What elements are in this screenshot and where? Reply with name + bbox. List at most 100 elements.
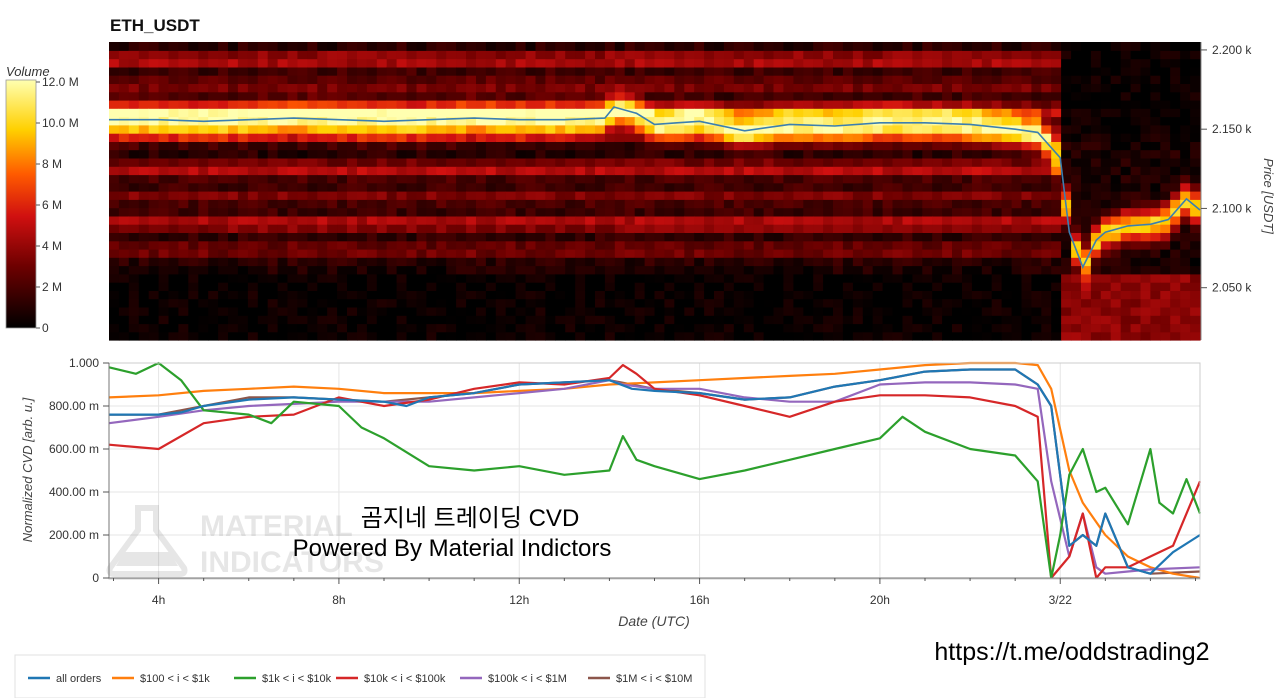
heatmap-cell — [962, 116, 973, 126]
heatmap-cell — [962, 182, 973, 192]
legend-label[interactable]: $100k < i < $1M — [488, 673, 567, 685]
heatmap-cell — [714, 207, 725, 217]
heatmap-cell — [396, 99, 408, 109]
heatmap-cell — [317, 42, 328, 51]
heatmap-cell — [803, 290, 814, 300]
heatmap-cell — [585, 331, 596, 341]
heatmap-cell — [138, 91, 150, 101]
heatmap-cell — [1011, 315, 1023, 325]
heatmap-cell — [396, 282, 408, 291]
legend-label[interactable]: all orders — [56, 673, 102, 685]
heatmap-cell — [803, 133, 814, 142]
heatmap-cell — [218, 199, 229, 209]
heatmap-cell — [664, 133, 675, 142]
heatmap-cell — [327, 141, 338, 151]
heatmap-cell — [823, 191, 834, 200]
heatmap-cell — [555, 240, 566, 250]
heatmap-cell — [535, 199, 546, 209]
cvd-line-s1k-10k — [108, 361, 1202, 580]
heatmap-cell — [1180, 290, 1191, 300]
heatmap-cell — [297, 257, 308, 267]
heatmap-cell — [267, 240, 279, 250]
heatmap-cell — [872, 207, 884, 217]
heatmap-cell — [664, 273, 675, 283]
heatmap-cell — [128, 265, 140, 275]
heatmap-cell — [118, 240, 130, 250]
heatmap-cell — [912, 58, 923, 68]
heatmap-cell — [575, 290, 586, 300]
heatmap-cell — [852, 50, 864, 60]
cvd-x-tick-label: 8h — [332, 593, 345, 607]
heatmap-cell — [247, 315, 259, 325]
heatmap-cell — [813, 323, 824, 333]
heatmap-cell — [1090, 298, 1102, 308]
heatmap-cell — [902, 232, 913, 242]
heatmap-cell — [525, 83, 537, 93]
heatmap-cell — [228, 66, 239, 76]
heatmap-cell — [952, 240, 963, 250]
heatmap-cell — [485, 174, 497, 184]
heatmap-cell — [188, 265, 199, 275]
heatmap-cell — [575, 215, 586, 225]
heatmap-cell — [426, 66, 437, 76]
heatmap-cell — [426, 83, 437, 93]
heatmap-cell — [376, 331, 388, 341]
heatmap-cell — [1041, 124, 1052, 134]
heatmap-cell — [813, 199, 824, 209]
heatmap-cell — [634, 199, 646, 209]
heatmap-cell — [277, 174, 289, 184]
heatmap-cell — [803, 182, 814, 192]
heatmap-cell — [525, 116, 537, 126]
heatmap-cell — [446, 240, 457, 250]
heatmap-cell — [1001, 199, 1013, 209]
heatmap-cell — [833, 141, 844, 151]
heatmap-cell — [1071, 166, 1082, 176]
heatmap-cell — [624, 99, 636, 109]
heatmap-cell — [763, 99, 775, 109]
heatmap-cell — [852, 157, 864, 167]
heatmap-cell — [128, 83, 140, 93]
heatmap-cell — [148, 83, 160, 93]
heatmap-cell — [376, 224, 388, 233]
heatmap-cell — [674, 133, 685, 142]
heatmap-cell — [466, 290, 477, 300]
heatmap-cell — [892, 149, 903, 159]
heatmap-cell — [1071, 331, 1082, 341]
heatmap-cell — [763, 215, 775, 225]
heatmap-cell — [823, 133, 834, 142]
heatmap-cell — [1071, 124, 1082, 134]
heatmap-cell — [168, 149, 179, 159]
heatmap-cell — [1140, 331, 1151, 341]
heatmap-cell — [1180, 191, 1191, 200]
heatmap-cell — [198, 248, 209, 258]
heatmap-cell — [287, 191, 298, 200]
heatmap-cell — [1081, 166, 1092, 176]
heatmap-cell — [366, 273, 378, 283]
legend-label[interactable]: $1M < i < $10M — [616, 673, 692, 685]
heatmap-cell — [118, 66, 130, 76]
telegram-link[interactable]: https://t.me/oddstrading2 — [934, 638, 1209, 666]
legend-label[interactable]: $1k < i < $10k — [262, 673, 332, 685]
heatmap-cell — [168, 166, 179, 176]
heatmap-cell — [813, 116, 824, 126]
legend-label[interactable]: $10k < i < $100k — [364, 673, 446, 685]
heatmap-cell — [446, 315, 457, 325]
heatmap-cell — [962, 315, 973, 325]
heatmap-cell — [723, 75, 735, 84]
heatmap-cell — [723, 58, 735, 68]
heatmap-cell — [485, 108, 497, 118]
heatmap-cell — [932, 66, 943, 76]
heatmap-cell — [198, 66, 209, 76]
heatmap-cell — [337, 83, 348, 93]
heatmap-cell — [694, 323, 705, 333]
heatmap-cell — [495, 199, 507, 209]
heatmap-cell — [624, 273, 636, 283]
legend-label[interactable]: $100 < i < $1k — [140, 673, 210, 685]
heatmap-cell — [952, 215, 963, 225]
heatmap-cell — [466, 108, 477, 118]
heatmap-cell — [783, 182, 794, 192]
heatmap-cell — [476, 232, 487, 242]
heatmap-cell — [495, 273, 507, 283]
heatmap-cell — [674, 91, 685, 101]
heatmap-cell — [743, 248, 755, 258]
